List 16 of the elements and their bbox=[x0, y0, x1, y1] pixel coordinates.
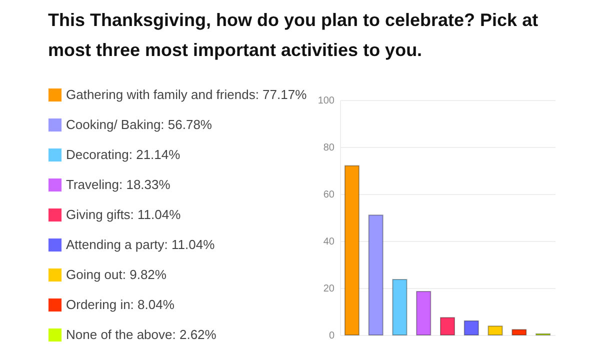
legend-label: Decorating: 21.14% bbox=[66, 147, 181, 162]
legend-label: Giving gifts: 11.04% bbox=[66, 207, 182, 222]
legend-label: Going out: 9.82% bbox=[66, 267, 167, 282]
legend-label: Cooking/ Baking: 56.78% bbox=[66, 117, 212, 132]
legend-label: Gathering with family and friends: 77.17% bbox=[66, 87, 308, 102]
legend-label: Ordering in: 8.04% bbox=[66, 297, 175, 312]
chart-title: This Thanksgiving, how do you plan to celebrate? Pick at most three most important activities to you. bbox=[48, 10, 538, 60]
y-tick-label: 0 bbox=[328, 330, 335, 342]
legend-label: Traveling: 18.33% bbox=[66, 177, 171, 192]
y-tick-label: 40 bbox=[323, 236, 335, 248]
y-tick-label: 60 bbox=[323, 190, 335, 200]
y-tick-label: 20 bbox=[323, 284, 335, 294]
legend-label: None of the above: 2.62% bbox=[66, 327, 217, 342]
legend-label: Attending a party: 11.04% bbox=[66, 237, 216, 252]
y-tick-label: 80 bbox=[323, 142, 335, 154]
y-tick-label: 100 bbox=[318, 96, 335, 106]
